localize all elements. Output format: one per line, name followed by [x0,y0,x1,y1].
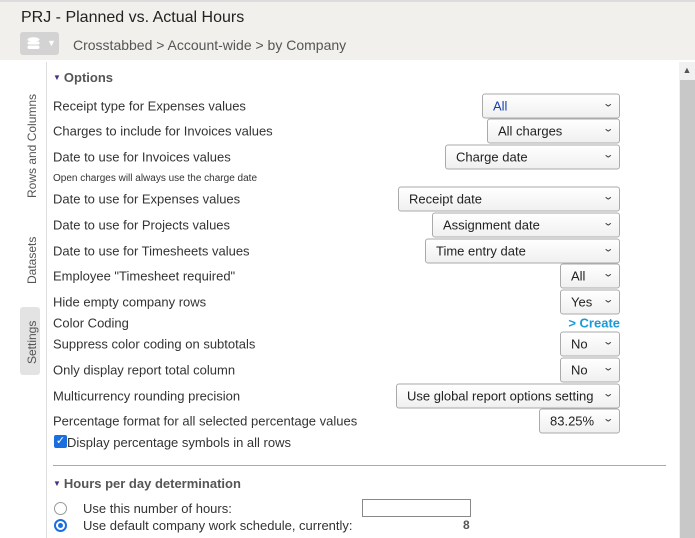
suppress-color-select[interactable]: No ⌄ [560,331,620,357]
hours-section-toggle[interactable]: ▼ Hours per day determination [53,476,241,491]
chevron-down-icon: ⌄ [601,149,614,161]
chevron-down-icon: ⌄ [601,268,614,280]
report-header: PRJ - Planned vs. Actual Hours ▼ Crossta… [0,0,695,60]
divider [46,62,47,538]
option-label: Date to use for Expenses values [53,191,241,207]
tab-settings-bg[interactable] [20,307,40,375]
section-title: Options [63,70,114,85]
chevron-down-icon: ⌄ [601,336,614,348]
option-label: Date to use for Invoices values [53,149,231,165]
section-divider [53,465,666,466]
option-row: Multicurrency rounding precision Use glob… [53,383,620,409]
option-label: Suppress color coding on subtotals [53,336,256,352]
charges-select[interactable]: All charges ⌄ [487,118,620,144]
receipt-type-select[interactable]: All ⌄ [482,93,620,119]
chevron-down-icon: ▼ [47,38,56,48]
use-number-hours-radio[interactable] [54,502,67,515]
chevron-down-icon: ⌄ [601,123,614,135]
total-column-select[interactable]: No ⌄ [560,357,620,383]
option-label: Charges to include for Invoices values [53,123,273,139]
percentage-format-select[interactable]: 83.25% ⌄ [539,408,620,434]
percentage-symbols-checkbox[interactable]: ✓ [54,435,67,448]
option-row: Employee "Timesheet required" All ⌄ [53,263,620,289]
option-label: Percentage format for all selected perce… [53,413,358,429]
chevron-down-icon: ⌄ [601,294,614,306]
scroll-up-icon[interactable]: ▲ [682,65,692,75]
percentage-symbols-label: Display percentage symbols in all rows [67,435,291,450]
option-row: Suppress color coding on subtotals No ⌄ [53,331,620,357]
option-row: Charges to include for Invoices values Al… [53,118,620,144]
option-row: Percentage format for all selected perce… [53,408,620,434]
use-default-schedule-label: Use default company work schedule, curre… [83,518,353,533]
chevron-down-icon: ⌄ [601,362,614,374]
option-row: Date to use for Timesheets values Time en… [53,238,620,264]
option-row: Date to use for Expenses values Receipt d… [53,186,620,212]
option-row: Hide empty company rows Yes ⌄ [53,289,620,315]
vertical-scrollbar[interactable]: ▲ [679,62,695,538]
option-row: Date to use for Projects values Assignmen… [53,212,620,238]
option-row: Date to use for Invoices values Charge da… [53,144,620,170]
chevron-down-icon: ⌄ [601,191,614,203]
chevron-down-icon: ⌄ [601,413,614,425]
breadcrumb: Crosstabbed > Account-wide > by Company [73,37,347,53]
option-row: Receipt type for Expenses values All ⌄ [53,93,620,119]
scrollbar-thumb[interactable] [680,80,695,538]
option-row: Color Coding > Create [53,314,620,332]
database-menu-button[interactable]: ▼ [20,32,59,55]
expense-date-select[interactable]: Receipt date ⌄ [398,186,620,212]
tab-rows-and-columns[interactable]: Rows and Columns [25,93,39,198]
timesheet-date-select[interactable]: Time entry date ⌄ [425,238,620,264]
chevron-down-icon: ⌄ [601,217,614,229]
triangle-down-icon: ▼ [53,479,61,488]
invoice-note: Open charges will always use the charge … [53,173,258,184]
project-date-select[interactable]: Assignment date ⌄ [432,212,620,238]
rounding-precision-select[interactable]: Use global report options setting ⌄ [396,383,620,409]
option-label: Hide empty company rows [53,294,207,310]
triangle-down-icon: ▼ [53,73,61,82]
invoice-date-select[interactable]: Charge date ⌄ [445,144,620,170]
section-title: Hours per day determination [63,476,241,491]
option-label: Date to use for Projects values [53,217,231,233]
database-icon [27,37,40,49]
chevron-down-icon: ⌄ [601,98,614,110]
option-row: Only display report total column No ⌄ [53,357,620,383]
option-label: Only display report total column [53,362,236,378]
option-label: Receipt type for Expenses values [53,98,246,114]
create-color-coding-link[interactable]: > Create [568,315,620,331]
options-section-toggle[interactable]: ▼ Options [53,70,113,85]
option-label: Multicurrency rounding precision [53,388,241,404]
page-title: PRJ - Planned vs. Actual Hours [21,9,245,26]
option-label: Color Coding [53,315,129,331]
tab-datasets[interactable]: Datasets [25,236,39,284]
hours-input[interactable] [362,499,471,517]
chevron-down-icon: ⌄ [601,243,614,255]
current-hours-value: 8 [463,518,470,532]
option-label: Date to use for Timesheets values [53,243,250,259]
chevron-down-icon: ⌄ [601,388,614,400]
option-label: Employee "Timesheet required" [53,268,236,284]
use-number-hours-label: Use this number of hours: [83,501,232,516]
tab-settings[interactable]: Settings [25,320,39,364]
timesheet-required-select[interactable]: All ⌄ [560,263,620,289]
hide-empty-rows-select[interactable]: Yes ⌄ [560,289,620,315]
use-default-schedule-radio[interactable] [54,519,67,532]
